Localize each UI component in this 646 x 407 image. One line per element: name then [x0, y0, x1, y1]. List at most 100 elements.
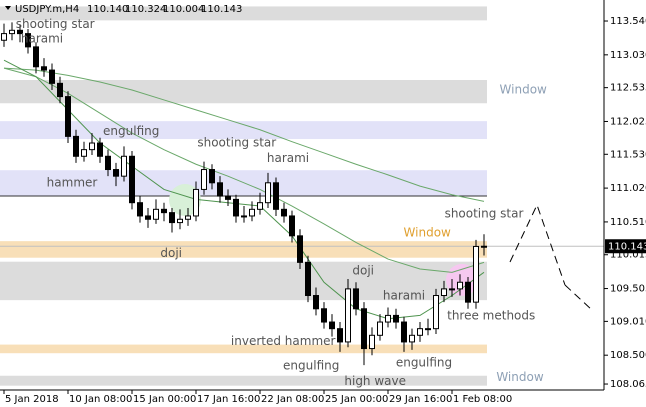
pattern-label: shooting star: [197, 136, 276, 150]
y-tick-label: 112.535: [610, 83, 646, 94]
x-tick-label: 29 Jan 16:00: [389, 394, 452, 405]
y-tick-label: 108.065: [610, 379, 646, 390]
candle-body: [33, 46, 39, 68]
y-tick-label: 110.510: [610, 217, 646, 228]
x-tick-label: 1 Feb 08:00: [453, 394, 512, 405]
candle-body: [153, 208, 159, 220]
zone: [0, 241, 487, 258]
candle-body: [321, 308, 327, 323]
candle-body: [465, 281, 471, 303]
candle-body: [265, 182, 271, 204]
candle-body: [241, 215, 247, 218]
candle-body: [73, 135, 79, 157]
candle-body: [401, 321, 407, 343]
candle-body: [425, 328, 431, 331]
pattern-label: shooting star: [445, 206, 524, 220]
pattern-label: hammer: [47, 175, 98, 189]
candle-body: [145, 215, 151, 220]
pattern-label: inverted hammer: [231, 334, 336, 348]
candle-body: [481, 245, 487, 248]
candle-body: [1, 33, 7, 41]
candle-body: [9, 29, 15, 35]
header-value: 110.004: [163, 4, 204, 15]
moving-average: [3, 67, 485, 202]
y-tick-label: 111.530: [610, 149, 646, 160]
pattern-label: engulfing: [283, 358, 339, 372]
candle-body: [169, 212, 175, 224]
pattern-label: Window: [404, 226, 452, 240]
candle-body: [249, 208, 255, 217]
candle-body: [193, 188, 199, 217]
candle-body: [257, 202, 263, 210]
candle-body: [217, 182, 223, 197]
candle-body: [25, 33, 31, 48]
pattern-label: Window: [496, 370, 544, 384]
candle-body: [393, 314, 399, 323]
candle-body: [433, 295, 439, 330]
pattern-label: Window: [500, 82, 548, 96]
zone: [0, 6, 487, 21]
x-tick-label: 17 Jan 16:00: [197, 394, 260, 405]
candle-body: [225, 195, 231, 200]
candle-body: [457, 281, 463, 290]
candle-body: [473, 245, 479, 303]
x-tick-label: 5 Jan 2018: [5, 394, 59, 405]
x-tick-label: 15 Jan 00:00: [133, 394, 196, 405]
candle-body: [161, 208, 167, 214]
pattern-label: harami: [267, 151, 309, 165]
candle-body: [89, 142, 95, 151]
projection: [509, 203, 566, 286]
candle-body: [337, 328, 343, 343]
pattern-label: engulfing: [396, 356, 452, 370]
candle-body: [113, 169, 119, 177]
y-tick-label: 113.540: [610, 16, 646, 27]
candle-body: [177, 218, 183, 224]
candle-body: [233, 198, 239, 217]
candle-body: [57, 82, 63, 98]
candle-body: [441, 288, 447, 297]
y-tick-label: 113.030: [610, 50, 646, 61]
symbol: USDJPY.m,H4: [15, 4, 79, 15]
candle-body: [361, 308, 367, 350]
candle-body: [377, 321, 383, 336]
candle-body: [97, 142, 103, 157]
y-tick-label: 111.020: [610, 183, 646, 194]
y-tick-label: 108.500: [610, 350, 646, 361]
candle-body: [409, 334, 415, 343]
candle-body: [289, 215, 295, 237]
zone: [0, 80, 487, 104]
pattern-label: engulfing: [103, 124, 159, 138]
projection: [564, 284, 593, 311]
candle-body: [49, 69, 55, 84]
header-value: 110.324: [125, 4, 166, 15]
pattern-label: high wave: [344, 374, 406, 388]
candle-body: [297, 235, 303, 263]
x-tick-label: 25 Jan 00:00: [325, 394, 388, 405]
pattern-label: doji: [160, 246, 182, 260]
last-price-box: [605, 239, 646, 254]
y-tick-label: 112.025: [610, 116, 646, 127]
candle-body: [105, 155, 111, 171]
pattern-label: doji: [352, 263, 374, 277]
candle-body: [65, 96, 71, 137]
candle-body: [121, 155, 127, 177]
candle-body: [385, 314, 391, 323]
candle-body: [417, 328, 423, 336]
zones: [0, 6, 487, 386]
zone: [0, 375, 487, 386]
last-price-label: 110.143: [608, 241, 646, 252]
candle-body: [185, 215, 191, 220]
menu-arrow[interactable]: [5, 6, 11, 10]
candle-body: [281, 208, 287, 217]
candle-body: [129, 155, 135, 204]
candle-body: [17, 29, 23, 35]
zone: [0, 344, 487, 354]
pattern-label: harami: [21, 31, 63, 45]
candle-body: [209, 169, 215, 184]
y-tick-label: 109.010: [610, 316, 646, 327]
pattern-label: shooting star: [16, 17, 95, 31]
zone: [0, 121, 487, 140]
candle-body: [81, 149, 87, 157]
